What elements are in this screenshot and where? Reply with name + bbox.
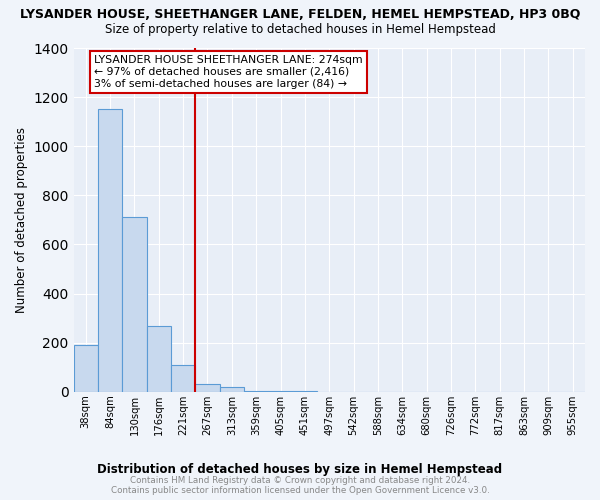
Bar [146, 326, 171, 392]
Bar [98, 110, 122, 392]
Bar [293, 390, 317, 392]
Text: Distribution of detached houses by size in Hemel Hempstead: Distribution of detached houses by size … [97, 462, 503, 475]
Bar [74, 345, 98, 392]
Text: Contains HM Land Registry data © Crown copyright and database right 2024.
Contai: Contains HM Land Registry data © Crown c… [110, 476, 490, 495]
Text: LYSANDER HOUSE, SHEETHANGER LANE, FELDEN, HEMEL HEMPSTEAD, HP3 0BQ: LYSANDER HOUSE, SHEETHANGER LANE, FELDEN… [20, 8, 580, 20]
Y-axis label: Number of detached properties: Number of detached properties [15, 127, 28, 313]
Bar [268, 390, 293, 392]
Text: Size of property relative to detached houses in Hemel Hempstead: Size of property relative to detached ho… [104, 22, 496, 36]
Bar [171, 365, 196, 392]
Bar [244, 390, 268, 392]
Bar [196, 384, 220, 392]
Text: LYSANDER HOUSE SHEETHANGER LANE: 274sqm
← 97% of detached houses are smaller (2,: LYSANDER HOUSE SHEETHANGER LANE: 274sqm … [94, 56, 363, 88]
Bar [122, 218, 146, 392]
Bar [220, 387, 244, 392]
